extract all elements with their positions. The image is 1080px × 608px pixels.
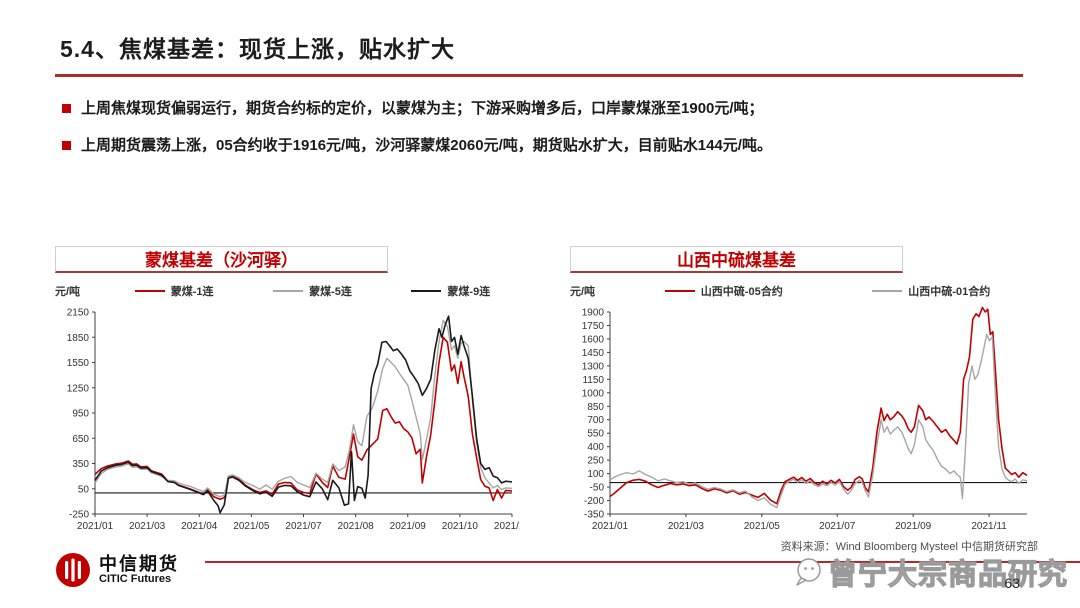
logo-chinese-name: 中信期货 <box>99 553 179 574</box>
footer-rule <box>205 561 1080 563</box>
y-tick-label: -350 <box>584 510 604 521</box>
x-tick-label: 2021/09 <box>895 521 932 532</box>
y-tick-label: -200 <box>584 496 604 507</box>
smiley-bubble-icon <box>796 558 821 586</box>
legend-item: 山西中硫-05合约 <box>664 283 783 299</box>
x-tick-label: 2021/10 <box>442 521 479 532</box>
title-underline-rule <box>55 74 1023 77</box>
y-tick-label: 950 <box>72 409 89 420</box>
legend-label: 山西中硫-01合约 <box>908 286 991 298</box>
x-tick-label: 2021/01 <box>77 521 114 532</box>
logo-text-block: 中信期货 CITIC Futures <box>99 553 179 585</box>
legend-label: 蒙煤-5连 <box>309 286 352 298</box>
y-tick-label: 400 <box>587 442 604 453</box>
y-tick-label: 1450 <box>582 348 605 359</box>
y-tick-label: 50 <box>78 484 90 495</box>
bullet-list: 上周焦煤现货偏弱运行，期货合约标的定价，以蒙煤为主；下游采购增多后，口岸蒙煤涨至… <box>60 98 1025 172</box>
y-tick-label: 1600 <box>582 334 605 345</box>
legend-line-swatch <box>273 290 304 292</box>
y-tick-label: 1300 <box>582 361 605 372</box>
chart-legend: 山西中硫-05合约 山西中硫-01合约 <box>620 283 1035 299</box>
y-tick-label: 100 <box>587 469 604 480</box>
y-tick-label: 1850 <box>67 333 90 344</box>
x-tick-label: 2021/04 <box>181 521 218 532</box>
legend-label: 蒙煤-9连 <box>447 286 491 298</box>
page-title: 5.4、焦煤基差：现货上涨，贴水扩大 <box>60 36 455 62</box>
chart-mongolian-coal-basis: 蒙煤基差（沙河驿） 元/吨 蒙煤-1连 蒙煤-5连 蒙煤-9连 2150 1850 15… <box>55 246 531 547</box>
series-line <box>94 315 513 514</box>
series-line <box>609 306 1028 505</box>
legend-label: 山西中硫-05合约 <box>700 286 783 298</box>
y-axis-unit-label: 元/吨 <box>55 286 81 298</box>
y-tick-label: 1550 <box>67 358 90 369</box>
x-tick-label: 2021/03 <box>129 521 166 532</box>
chart-header: 元/吨 蒙煤-1连 蒙煤-5连 蒙煤-9连 <box>55 282 520 300</box>
page-number: 63 <box>1004 575 1020 591</box>
bullet-text: 上周焦煤现货偏弱运行，期货合约标的定价，以蒙煤为主；下游采购增多后，口岸蒙煤涨至… <box>81 100 764 117</box>
y-tick-label: 550 <box>587 429 604 440</box>
legend-label: 蒙煤-1连 <box>170 286 214 298</box>
chart-legend: 蒙煤-1连 蒙煤-5连 蒙煤-9连 <box>105 283 520 299</box>
legend-line-swatch <box>411 290 442 292</box>
x-tick-label: 2021/01 <box>592 521 629 532</box>
chart-header: 元/吨 山西中硫-05合约 山西中硫-01合约 <box>570 282 1035 300</box>
x-tick-label: 2021/08 <box>338 521 375 532</box>
legend-item: 蒙煤-5连 <box>273 283 352 299</box>
y-tick-label: 850 <box>587 402 604 413</box>
bullet-text: 上周期货震荡上涨，05合约收于1916元/吨，沙河驿蒙煤2060元/吨，期货贴水… <box>81 136 772 154</box>
chart-svg: 1900 1750 1600 1450 1300 1150 1000 850 700 550 400… <box>582 306 1028 532</box>
chart-title: 蒙煤基差（沙河驿） <box>55 246 388 273</box>
bullet-item: 上周焦煤现货偏弱运行，期货合约标的定价，以蒙煤为主；下游采购增多后，口岸蒙煤涨至… <box>60 98 1025 120</box>
watermark-text: 曾宁大宗商品研究 <box>827 558 1068 591</box>
watermark: 曾宁大宗商品研究 <box>790 551 1068 593</box>
logo-english-name: CITIC Futures <box>99 572 172 585</box>
line-chart-plot: 1900 1750 1600 1450 1300 1150 1000 850 700 550 400… <box>570 302 1035 547</box>
y-tick-label: -50 <box>590 483 605 494</box>
bullet-square-icon <box>62 140 71 150</box>
series-line <box>609 333 1028 509</box>
chart-shanxi-mid-sulfur-coal-basis: 山西中硫煤基差 元/吨 山西中硫-05合约 山西中硫-01合约 1900 1750 1… <box>570 246 1035 547</box>
y-tick-label: 1250 <box>67 383 90 394</box>
series-line <box>94 319 513 498</box>
legend-line-swatch <box>664 290 695 292</box>
x-tick-label: 2021/11 <box>971 521 1007 532</box>
x-tick-label: 2021/12 <box>494 521 520 532</box>
legend-item: 蒙煤-1连 <box>134 283 214 299</box>
bullet-square-icon <box>62 104 71 113</box>
x-tick-label: 2021/05 <box>233 521 270 532</box>
legend-item: 蒙煤-9连 <box>411 283 490 299</box>
chart-title: 山西中硫煤基差 <box>570 246 903 273</box>
x-tick-label: 2021/03 <box>668 521 705 532</box>
line-chart-plot: 2150 1850 1550 1250 950 650 350 50 -250 2021/01 20… <box>55 302 531 547</box>
x-tick-label: 2021/05 <box>744 521 781 532</box>
y-tick-label: 1150 <box>582 375 604 386</box>
y-axis-unit-label: 元/吨 <box>570 286 596 298</box>
x-tick-label: 2021/07 <box>819 521 856 532</box>
citic-futures-logo: 中信期货 CITIC Futures <box>55 552 179 588</box>
y-tick-label: 1000 <box>582 388 605 399</box>
legend-item: 山西中硫-01合约 <box>872 283 990 299</box>
charts-row: 蒙煤基差（沙河驿） 元/吨 蒙煤-1连 蒙煤-5连 蒙煤-9连 2150 1850 15… <box>55 246 1035 547</box>
y-tick-label: 1750 <box>582 321 605 332</box>
x-tick-label: 2021/09 <box>390 521 427 532</box>
y-tick-label: 350 <box>72 459 89 470</box>
y-tick-label: -250 <box>69 510 89 521</box>
series-line <box>94 336 513 502</box>
legend-line-swatch <box>872 290 903 292</box>
bullet-item: 上周期货震荡上涨，05合约收于1916元/吨，沙河驿蒙煤2060元/吨，期货贴水… <box>60 135 1025 157</box>
y-tick-label: 2150 <box>67 308 90 319</box>
source-note: 资料来源：Wind Bloomberg Mysteel 中信期货研究部 <box>780 541 1038 553</box>
citic-logo-icon <box>56 553 90 587</box>
y-tick-label: 250 <box>587 456 604 467</box>
y-tick-label: 1900 <box>582 308 605 319</box>
y-tick-label: 700 <box>587 415 604 426</box>
x-tick-label: 2021/07 <box>285 521 322 532</box>
y-tick-label: 650 <box>72 434 89 445</box>
legend-line-swatch <box>134 290 165 292</box>
